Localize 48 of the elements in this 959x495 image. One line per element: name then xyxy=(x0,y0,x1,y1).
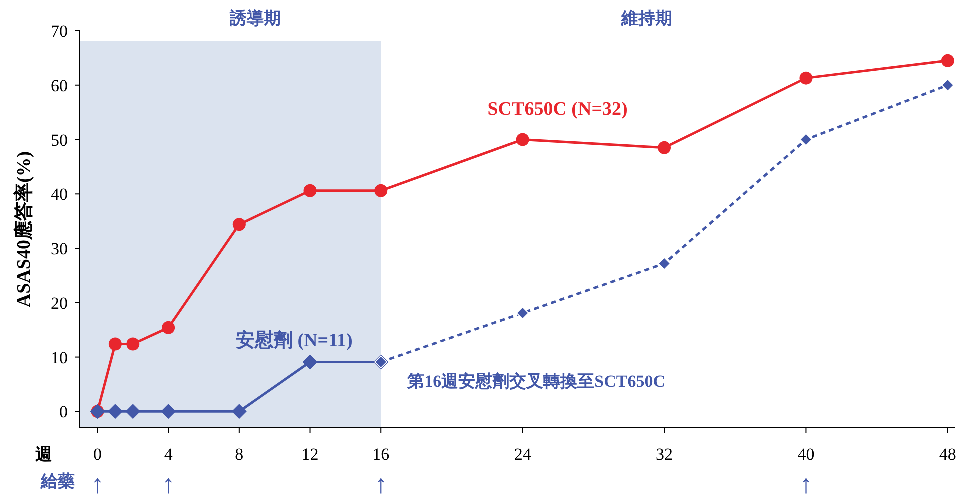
point xyxy=(232,404,247,420)
y-tick-label: 30 xyxy=(51,240,68,259)
x-tick-label: 24 xyxy=(514,445,532,464)
text: ↑ xyxy=(91,470,104,495)
x-tick-label: 16 xyxy=(372,445,390,464)
point xyxy=(800,72,813,85)
point xyxy=(516,133,530,146)
y-tick-label: 70 xyxy=(51,22,68,41)
y-tick-label: 0 xyxy=(60,402,68,422)
x-tick-label: 48 xyxy=(939,445,956,464)
x-tick-label: 8 xyxy=(235,445,244,464)
y-tick-label: 20 xyxy=(51,294,68,313)
point xyxy=(658,141,672,154)
y-tick-label: 60 xyxy=(51,76,68,96)
text: 維持期 xyxy=(620,9,672,28)
x-tick-label: 32 xyxy=(656,445,674,464)
point xyxy=(941,54,954,68)
text: ↑ xyxy=(162,470,176,495)
point xyxy=(658,257,672,270)
x-tick-label: 4 xyxy=(164,445,174,464)
annotation: 第16週安慰劑交叉轉換至SCT650C xyxy=(406,372,666,392)
text: ↑ xyxy=(374,470,388,495)
x-tick-label: 0 xyxy=(93,445,102,464)
point xyxy=(302,354,318,370)
series-label: SCT650C (N=32) xyxy=(488,98,628,120)
point xyxy=(108,404,123,420)
x-tick-label: 12 xyxy=(302,445,319,464)
point xyxy=(108,338,122,351)
text: 給藥 xyxy=(40,472,75,491)
y-tick-label: 50 xyxy=(51,130,68,150)
y-tick-label: 40 xyxy=(51,185,68,204)
point xyxy=(126,404,141,420)
point xyxy=(232,218,246,232)
point xyxy=(516,306,530,320)
point xyxy=(161,404,176,420)
point xyxy=(126,338,140,351)
y-axis-title: ASAS40應答率(%) xyxy=(13,151,35,308)
x-tick-label: 40 xyxy=(798,445,815,464)
point xyxy=(374,184,388,198)
text: ↑ xyxy=(800,470,813,495)
point xyxy=(941,78,954,92)
series-label: 安慰劑 (N=11) xyxy=(236,330,353,352)
point xyxy=(800,133,813,146)
band-label: 誘導期 xyxy=(229,9,282,28)
point xyxy=(304,184,317,198)
y-tick-label: 10 xyxy=(51,348,68,368)
point xyxy=(162,321,176,334)
x-axis-title: 週 xyxy=(34,445,52,464)
